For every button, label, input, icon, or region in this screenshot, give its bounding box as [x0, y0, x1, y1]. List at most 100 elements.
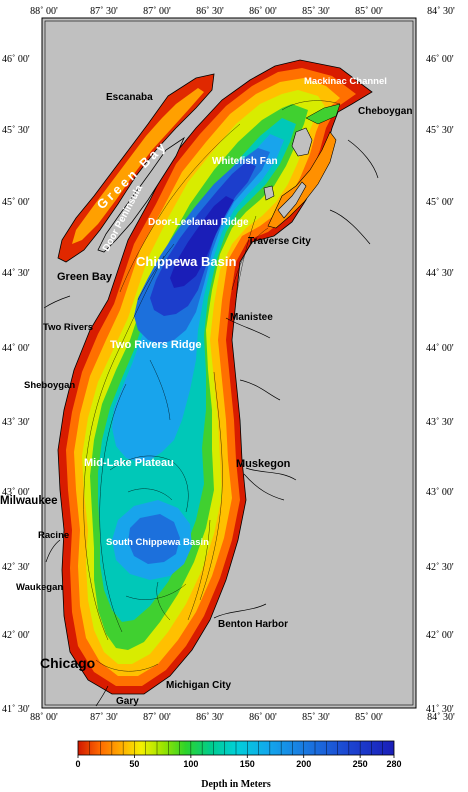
place-label-waukegan: Waukegan — [16, 582, 63, 593]
lon-tick-top: 85˚ 00' — [355, 6, 383, 17]
label-south-chippewa-basin: South Chippewa Basin — [106, 537, 209, 548]
river — [213, 603, 267, 619]
northern-islands — [263, 103, 341, 229]
place-label-two-rivers: Two Rivers — [43, 322, 93, 333]
legend-tick-label: 250 — [353, 759, 368, 769]
place-label-muskegon: Muskegon — [236, 458, 291, 470]
legend-tick-label: 100 — [183, 759, 198, 769]
place-label-benton-harbor: Benton Harbor — [218, 619, 288, 630]
beaver-island — [291, 127, 313, 157]
lon-tick-bottom: 86˚ 30' — [196, 712, 224, 723]
contour-lines — [83, 100, 341, 672]
lon-tick-bottom: 86˚ 00' — [249, 712, 277, 723]
lat-tick-right: 45˚ 30' — [426, 125, 454, 136]
place-label-chicago: Chicago — [40, 655, 95, 671]
lon-tick-top: 87˚ 00' — [143, 6, 171, 17]
river — [329, 209, 371, 245]
contour-line — [281, 100, 341, 111]
legend-title: Depth in Meters — [201, 779, 271, 790]
label-mid-lake-plateau: Mid-Lake Plateau — [84, 457, 174, 469]
little-traverse-bay — [305, 103, 341, 125]
legend-divisions — [89, 741, 383, 755]
lon-tick-top: 84˚ 30' — [427, 6, 455, 17]
contour-line — [95, 659, 159, 672]
lon-tick-bottom: 88˚ 00' — [30, 712, 58, 723]
place-label-racine: Racine — [38, 530, 69, 541]
river — [43, 295, 71, 309]
lat-tick-right: 45˚ 00' — [426, 197, 454, 208]
place-label-escanaba: Escanaba — [106, 92, 153, 103]
place-label-manistee: Manistee — [230, 312, 273, 323]
door-peninsula — [97, 136, 185, 253]
legend-tick-label: 150 — [240, 759, 255, 769]
depth-zone-90m — [98, 118, 296, 622]
lon-tick-top: 86˚ 30' — [196, 6, 224, 17]
lat-tick-left: 45˚ 00' — [2, 197, 30, 208]
place-label-sheboygan: Sheboygan — [24, 380, 75, 391]
rivers — [43, 139, 379, 707]
place-label-green-bay-city: Green Bay — [57, 271, 113, 283]
lon-tick-top: 85˚ 30' — [302, 6, 330, 17]
green-bay-water — [57, 73, 215, 263]
lat-tick-right: 43˚ 00' — [426, 487, 454, 498]
label-two-rivers-ridge: Two Rivers Ridge — [110, 339, 201, 351]
green-bay-mid — [72, 88, 204, 244]
lon-tick-bottom: 85˚ 30' — [302, 712, 330, 723]
river — [245, 467, 297, 481]
lon-tick-top: 87˚ 30' — [90, 6, 118, 17]
contour-line — [99, 383, 127, 633]
depth-zone-270m — [170, 196, 234, 288]
label-chippewa-basin: Chippewa Basin — [136, 254, 236, 269]
lat-tick-left: 45˚ 30' — [2, 125, 30, 136]
legend-ticks: 0 50 100 150 200 250 280 — [75, 755, 402, 769]
contour-line — [235, 215, 257, 301]
river — [239, 379, 281, 401]
contour-line — [156, 581, 171, 621]
contour-line — [149, 359, 171, 421]
contour-line — [119, 123, 241, 293]
river — [45, 539, 61, 563]
legend-tick-label: 200 — [296, 759, 311, 769]
leelanau-peninsula — [277, 181, 307, 219]
contour-line — [199, 371, 223, 601]
lat-tick-left: 44˚ 00' — [2, 343, 30, 354]
left-latitude-labels: 46˚ 00' 45˚ 30' 45˚ 00' 44˚ 30' 44˚ 00' … — [2, 54, 30, 715]
legend-tick-label: 50 — [129, 759, 139, 769]
contour-line — [109, 455, 189, 513]
lat-tick-right: 44˚ 30' — [426, 268, 454, 279]
depth-zone-south-160m — [128, 514, 180, 564]
lat-tick-left: 43˚ 00' — [2, 487, 30, 498]
lon-tick-bottom: 87˚ 00' — [143, 712, 171, 723]
river — [243, 473, 285, 501]
legend-tick-label: 0 — [75, 759, 80, 769]
contour-line — [137, 243, 175, 301]
contour-line — [187, 519, 211, 621]
top-longitude-labels: 88˚ 00' 87˚ 30' 87˚ 00' 86˚ 30' 86˚ 00' … — [30, 6, 455, 17]
place-label-michigan-city: Michigan City — [166, 680, 231, 691]
river — [95, 685, 109, 707]
legend-tick-label: 280 — [386, 759, 401, 769]
lat-tick-right: 43˚ 30' — [426, 417, 454, 428]
label-whitefish-fan: Whitefish Fan — [212, 156, 278, 167]
lat-tick-right: 44˚ 00' — [426, 343, 454, 354]
bottom-longitude-labels: 88˚ 00' 87˚ 30' 87˚ 00' 86˚ 30' 86˚ 00' … — [30, 712, 455, 723]
lat-tick-left: 43˚ 30' — [2, 417, 30, 428]
lat-tick-right: 46˚ 00' — [426, 54, 454, 65]
north-manitou-island — [263, 185, 275, 201]
lat-tick-left: 46˚ 00' — [2, 54, 30, 65]
river — [347, 139, 379, 179]
lon-tick-bottom: 85˚ 00' — [355, 712, 383, 723]
place-label-traverse-city: Traverse City — [248, 236, 311, 247]
lake-michigan-bathymetry — [57, 59, 373, 695]
lon-tick-bottom: 87˚ 30' — [90, 712, 118, 723]
lat-tick-left: 44˚ 30' — [2, 268, 30, 279]
lat-tick-right: 42˚ 30' — [426, 562, 454, 573]
place-label-gary: Gary — [116, 696, 139, 707]
lat-tick-right: 42˚ 00' — [426, 630, 454, 641]
place-labels: Escanaba Green Bay Two Rivers Sheboygan … — [0, 92, 412, 707]
lat-tick-left: 42˚ 00' — [2, 630, 30, 641]
lat-tick-left: 41˚ 30' — [2, 704, 30, 715]
lat-tick-right: 41˚ 30' — [426, 704, 454, 715]
